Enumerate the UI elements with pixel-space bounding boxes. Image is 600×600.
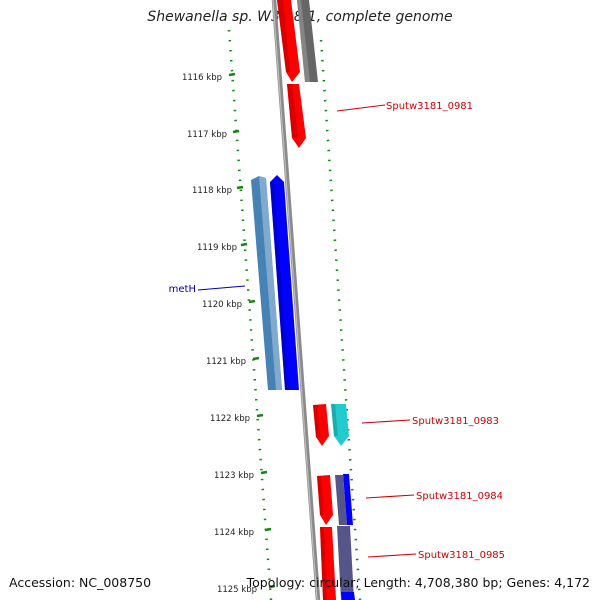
ruler-guides <box>227 29 362 600</box>
gene-label-sputw3181-0985[interactable]: Sputw3181_0985 <box>418 550 505 561</box>
gene-label-sputw3181-0981[interactable]: Sputw3181_0981 <box>386 101 473 112</box>
gene-features <box>251 0 355 600</box>
tick-label: 1124 kbp <box>214 528 254 538</box>
ruler-tick-marks <box>228 72 276 589</box>
genome-backbone <box>271 0 321 600</box>
tick-label: 1119 kbp <box>197 243 237 253</box>
gene-label-leaders <box>197 104 417 558</box>
gene-feature-sputw3181-0984-blue[interactable] <box>343 474 353 525</box>
gene-feature-sputw3181-0981-shade <box>287 84 298 138</box>
gene-labels: Sputw3181_0981 metH Sputw3181_0983 Sputw… <box>169 101 505 561</box>
ruler-tick-labels: 1116 kbp 1117 kbp 1118 kbp 1119 kbp 1120… <box>182 73 257 595</box>
tick-label: 1123 kbp <box>214 471 254 481</box>
gene-label-meth[interactable]: metH <box>169 284 196 295</box>
gene-label-sputw3181-0983[interactable]: Sputw3181_0983 <box>412 416 499 427</box>
gene-feature-sputw3181-0984-slate[interactable] <box>335 475 347 525</box>
gene-feature-meth-highlight <box>259 176 282 390</box>
tick-label: 1117 kbp <box>187 130 227 140</box>
gene-feature-sputw3181-0985-slate[interactable] <box>337 526 354 600</box>
gene-feature-blue-shade <box>270 182 289 390</box>
tick-label: 1118 kbp <box>192 186 232 196</box>
tick-label: 1116 kbp <box>182 73 222 83</box>
gene-label-sputw3181-0984[interactable]: Sputw3181_0984 <box>416 491 503 502</box>
accession-label: Accession: NC_008750 <box>9 575 152 590</box>
gene-feature-red-shade <box>277 0 290 72</box>
tick-label: 1120 kbp <box>202 300 242 310</box>
tick-label: 1122 kbp <box>210 414 250 424</box>
gene-feature-sputw3181-0984-red-shade <box>317 476 324 515</box>
gene-feature-sputw3181-0983-cyan-shade <box>331 404 338 436</box>
tick-label: 1125 kbp <box>217 585 257 595</box>
gene-feature-sputw3181-0983-red-shade <box>313 405 320 437</box>
gene-feature-sputw3181-0985-red-shade <box>320 527 327 600</box>
gene-feature-sputw3181-0985-blue[interactable] <box>341 592 355 600</box>
genome-summary: Topology: circular; Length: 4,708,380 bp… <box>246 575 590 590</box>
tick-label: 1121 kbp <box>206 357 246 367</box>
gene-feature-gray-shade <box>297 0 310 82</box>
